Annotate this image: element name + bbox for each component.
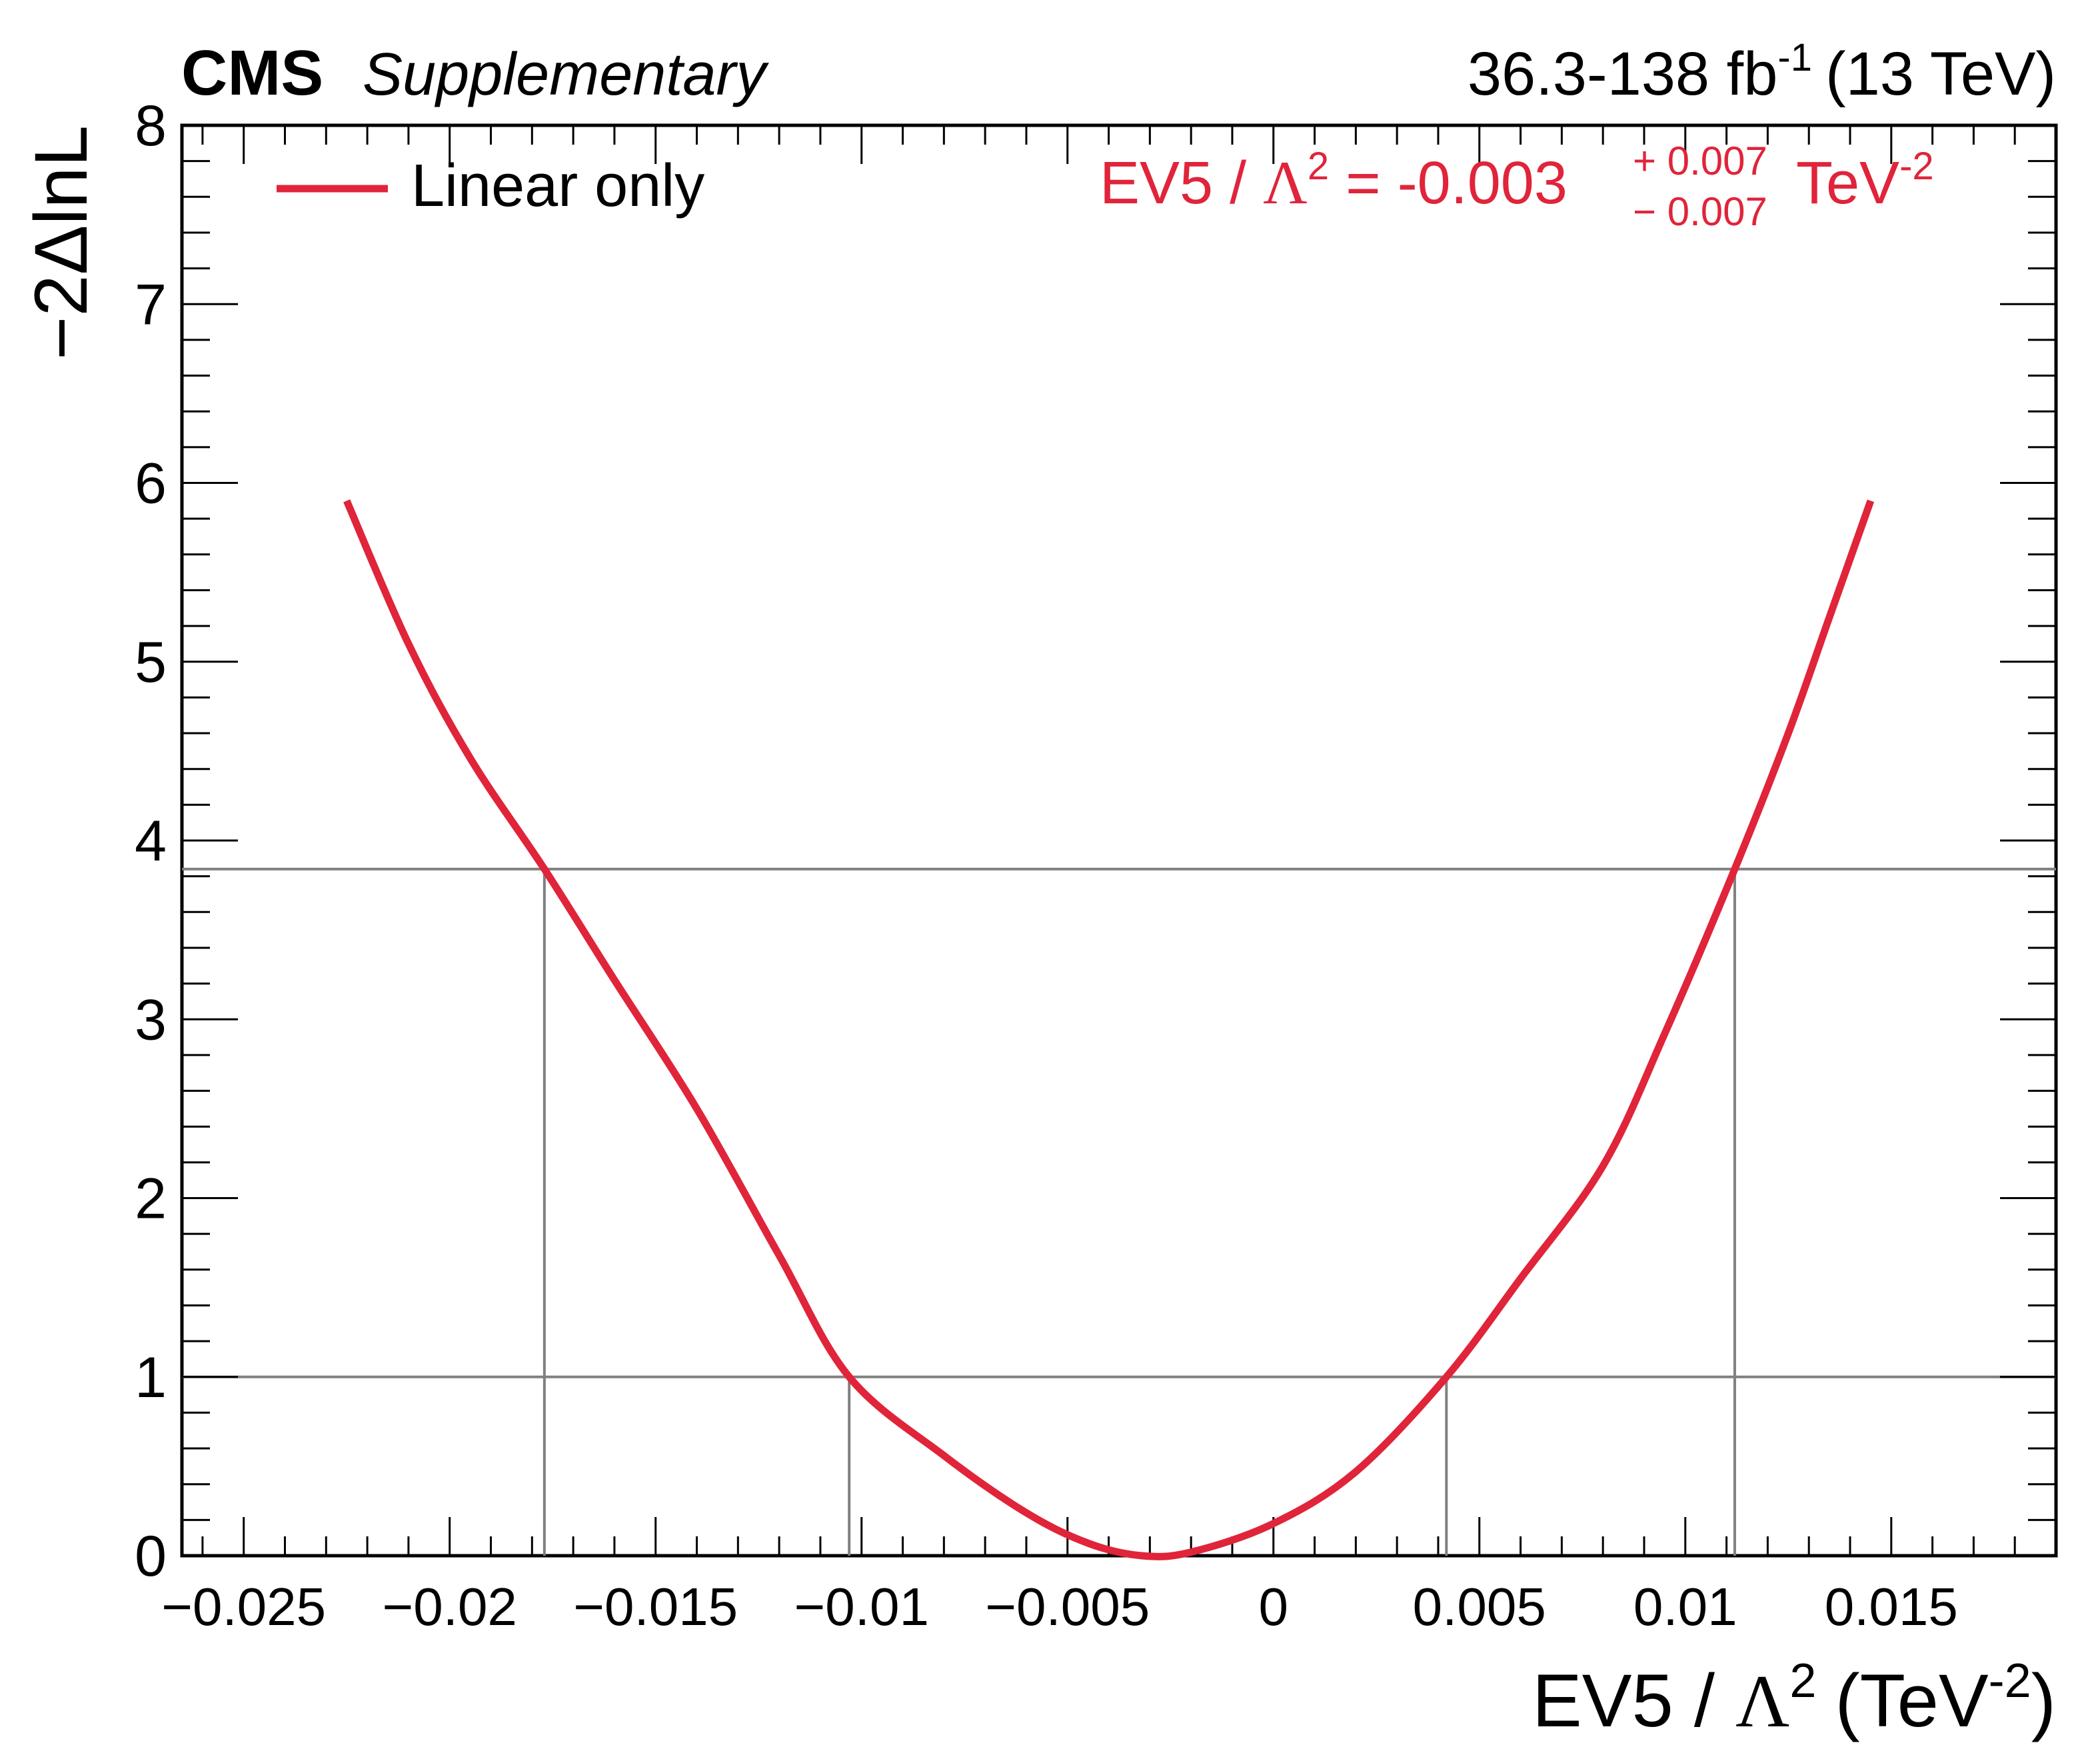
y-tick-label: 2 — [135, 1167, 167, 1231]
result-annotation: EV5 / Λ2 = -0.003 + 0.007 − 0.007 TeV-2 — [1100, 139, 1934, 234]
result-minus-error: − 0.007 — [1633, 189, 1767, 234]
y-tick-label: 5 — [135, 631, 167, 695]
result-central-value: -0.003 — [1398, 150, 1568, 217]
x-axis-label: EV5 / Λ2 (TeV-2) — [1532, 1654, 2056, 1743]
x-tick-label: 0.005 — [1413, 1577, 1546, 1636]
reference-lines — [182, 867, 2056, 1556]
x-axis-unit-open: (TeV — [1835, 1659, 1989, 1742]
x-tick-label: −0.025 — [161, 1577, 326, 1636]
x-axis-unit-exp: -2 — [1989, 1654, 2031, 1708]
y-tick-labels: 0 1 2 3 4 5 6 7 8 — [135, 94, 167, 1588]
x-tick-label: −0.01 — [794, 1577, 929, 1636]
result-lambda: Λ — [1263, 149, 1308, 217]
x-tick-label: −0.02 — [383, 1577, 517, 1636]
x-axis-lambda: Λ — [1735, 1660, 1789, 1743]
y-tick-label: 3 — [135, 988, 167, 1052]
x-tick-label: 0.01 — [1633, 1577, 1737, 1636]
experiment-label: CMS — [181, 37, 323, 109]
luminosity-exponent: -1 — [1777, 36, 1812, 79]
result-lambda-exp: 2 — [1308, 145, 1329, 188]
result-param-label: EV5 / Λ2 = -0.003 — [1100, 145, 1568, 217]
y-tick-label: 0 — [135, 1524, 167, 1588]
y-tick-label: 6 — [135, 452, 167, 516]
x-axis-lambda-exp: 2 — [1789, 1654, 1816, 1708]
axis-ticks — [182, 124, 2057, 1557]
y-tick-label: 1 — [135, 1346, 167, 1410]
legend-label: Linear only — [411, 153, 704, 219]
y-axis-label: −2ΔlnL — [19, 125, 103, 360]
result-unit: TeV-2 — [1796, 145, 1934, 217]
y-tick-label: 8 — [135, 94, 167, 158]
x-tick-label: −0.015 — [573, 1577, 738, 1636]
x-tick-label: −0.005 — [985, 1577, 1150, 1636]
result-unit-exp: -2 — [1899, 145, 1934, 188]
y-tick-label: 4 — [135, 809, 167, 873]
result-unit-base: TeV — [1796, 150, 1899, 217]
energy-label: (13 TeV) — [1825, 40, 2056, 108]
y-tick-label: 7 — [135, 273, 167, 337]
series-line-linear-only — [343, 499, 1875, 1560]
result-param: EV5 — [1100, 150, 1213, 217]
x-axis-unit-close: ) — [2031, 1659, 2056, 1742]
luminosity-value: 36.3-138 fb — [1468, 40, 1777, 108]
x-axis-param: EV5 — [1532, 1659, 1673, 1742]
x-tick-labels: −0.025 −0.02 −0.015 −0.01 −0.005 0 0.005 0.01 0.… — [161, 1577, 1958, 1636]
x-tick-label: 0.015 — [1825, 1577, 1958, 1636]
supplementary-label: Supplementary — [363, 41, 769, 108]
x-tick-label: 0 — [1259, 1577, 1289, 1636]
luminosity-label: 36.3-138 fb-1 (13 TeV) — [1468, 36, 2056, 108]
result-plus-error: + 0.007 — [1633, 139, 1767, 183]
